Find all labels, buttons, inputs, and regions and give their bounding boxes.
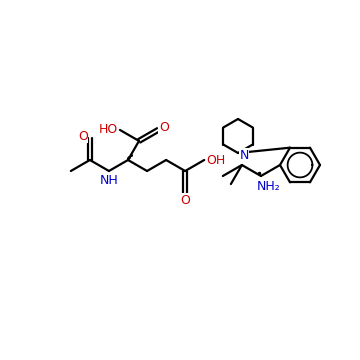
Text: NH₂: NH₂: [257, 180, 281, 193]
Text: HO: HO: [98, 123, 118, 136]
Text: NH: NH: [100, 174, 118, 186]
Text: O: O: [180, 194, 190, 207]
Text: N: N: [239, 149, 249, 162]
Text: OH: OH: [207, 153, 226, 166]
Text: O: O: [78, 130, 88, 143]
Text: O: O: [159, 121, 169, 134]
